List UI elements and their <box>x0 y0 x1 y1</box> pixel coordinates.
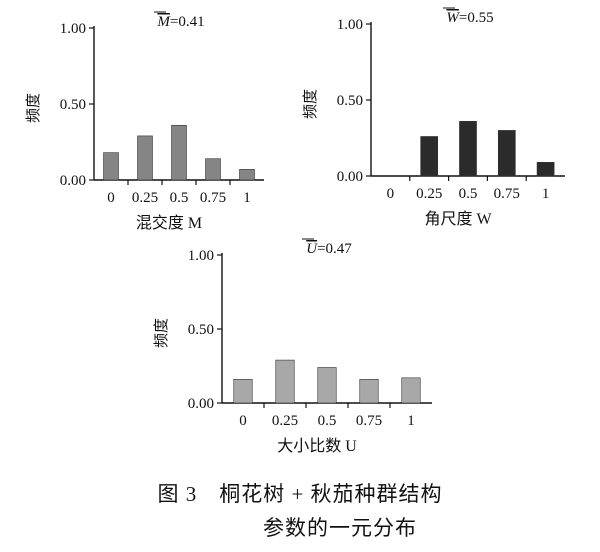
bar-0.5 <box>171 124 187 181</box>
x-tick-label: 0.75 <box>494 186 520 202</box>
y-tick-label: 0.50 <box>188 322 214 338</box>
x-tick-label: 1 <box>542 186 550 202</box>
x-tick-label: 0.75 <box>356 413 382 429</box>
x-axis-label: 混交度 M <box>136 214 202 232</box>
bar-0.75 <box>205 158 221 181</box>
x-tick-label: 1 <box>243 190 251 206</box>
bar-0.25 <box>420 136 439 177</box>
bar-0.5 <box>317 367 337 404</box>
x-tick-label: 0.5 <box>318 413 337 429</box>
y-axis-label: 频度 <box>25 93 42 123</box>
x-tick-label: 0.75 <box>200 190 226 206</box>
mean-value: =0.47 <box>317 241 352 257</box>
bar-0.25 <box>137 135 153 181</box>
y-axis-label: 频度 <box>153 318 170 348</box>
x-axis-label: 大小比数 U <box>277 437 357 455</box>
bar-0.75 <box>359 379 379 404</box>
bar-0.75 <box>497 130 516 177</box>
bar-1 <box>401 377 421 404</box>
mean-symbol: U <box>306 241 318 257</box>
bar-1 <box>239 169 255 181</box>
y-tick-label: 0.00 <box>188 396 214 412</box>
x-tick-label: 0.5 <box>170 190 189 206</box>
bar-0 <box>233 379 253 404</box>
bar-0 <box>103 152 119 181</box>
x-tick-label: 0 <box>107 190 115 206</box>
mean-symbol: M <box>156 14 171 30</box>
x-tick-label: 0 <box>239 413 247 429</box>
bar-0.5 <box>459 120 477 177</box>
y-tick-label: 1.00 <box>337 17 363 33</box>
y-tick-label: 0.00 <box>60 173 86 189</box>
x-tick-label: 0 <box>387 186 395 202</box>
figure-caption-line-2: 参数的一元分布 <box>263 516 417 540</box>
mean-annotation: W=0.55 <box>446 10 493 26</box>
mean-value: =0.55 <box>459 10 494 26</box>
x-tick-label: 0.25 <box>132 190 158 206</box>
mean-annotation: M=0.41 <box>156 14 204 30</box>
mean-value: =0.41 <box>170 14 205 30</box>
y-axis-label: 频度 <box>302 89 319 119</box>
figure-caption-line-1: 图 3 桐花树 + 秋茄种群结构 <box>157 482 443 506</box>
y-tick-label: 1.00 <box>60 21 86 37</box>
y-tick-label: 0.50 <box>60 97 86 113</box>
x-tick-label: 0.5 <box>459 186 478 202</box>
x-tick-label: 1 <box>407 413 415 429</box>
x-tick-label: 0.25 <box>272 413 298 429</box>
y-tick-label: 0.50 <box>337 93 363 109</box>
y-tick-label: 0.00 <box>337 169 363 185</box>
mean-symbol: W <box>446 10 460 26</box>
y-tick-label: 1.00 <box>188 248 214 264</box>
x-tick-label: 0.25 <box>416 186 442 202</box>
bar-1 <box>536 162 555 177</box>
bar-0.25 <box>275 359 295 404</box>
x-axis-label: 角尺度 W <box>424 210 492 228</box>
mean-annotation: U=0.47 <box>306 241 352 257</box>
